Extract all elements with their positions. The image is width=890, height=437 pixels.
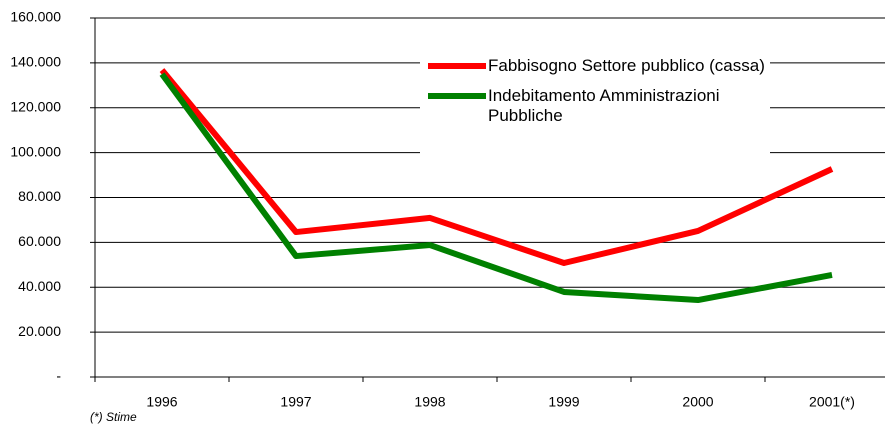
legend-swatch [428,93,486,99]
x-tick-label: 1998 [414,394,445,410]
series-line [159,72,833,304]
legend-swatch [428,63,486,69]
note: (*) Stime [90,410,137,424]
y-tick-label: 120.000 [10,98,61,114]
y-tick-label: 20.000 [18,323,61,339]
legend-label: Indebitamento Amministrazioni Pubbliche [488,86,720,125]
x-tick-label: 1997 [280,394,311,410]
y-tick-label: - [56,368,61,384]
y-tick-label: 140.000 [10,54,61,70]
legend-item: Indebitamento Amministrazioni Pubbliche [420,86,770,126]
x-tick-label: 1999 [548,394,579,410]
legend-label: Fabbisogno Settore pubblico (cassa) [488,56,765,75]
legend-item: Fabbisogno Settore pubblico (cassa) [420,56,770,76]
y-tick-label: 80.000 [18,188,61,204]
x-tick-label: 2001(*) [809,394,855,410]
y-tick-label: 100.000 [10,143,61,159]
x-tick-label: 2000 [682,394,713,410]
legend: Fabbisogno Settore pubblico (cassa) Indeb… [420,46,770,166]
y-tick-label: 40.000 [18,278,61,294]
x-tick-label: 1996 [146,394,177,410]
y-tick-label: 160.000 [10,9,61,25]
y-tick-label: 60.000 [18,233,61,249]
series-line [159,68,834,267]
